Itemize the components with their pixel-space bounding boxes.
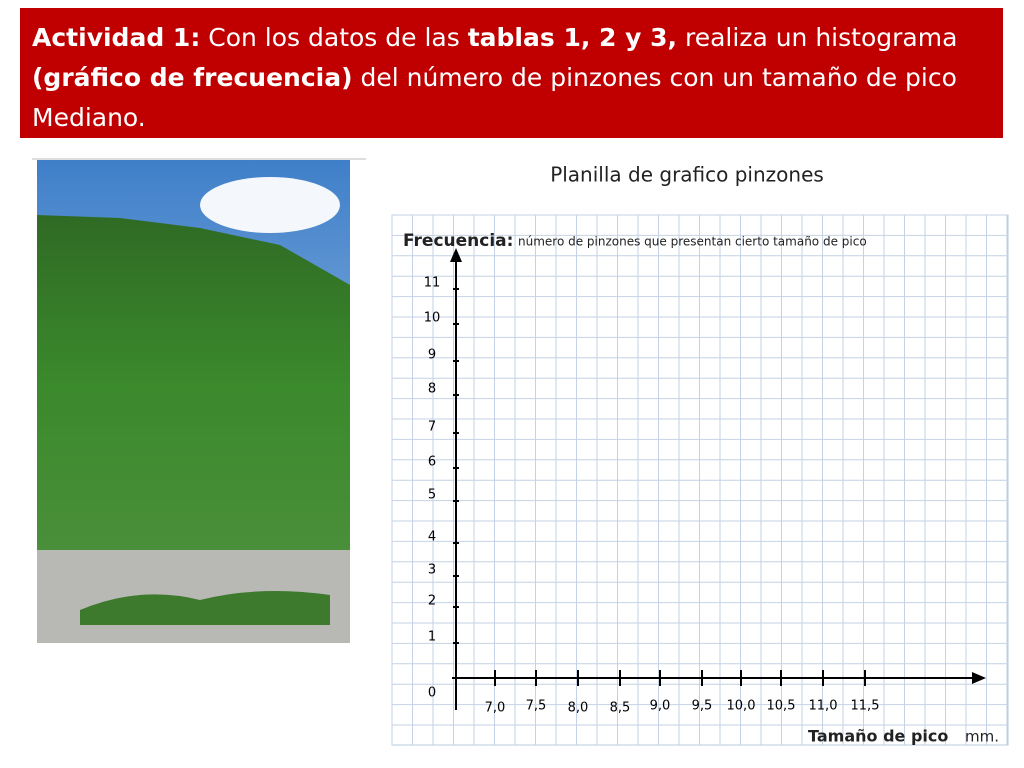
y-tick-label: 2 (428, 594, 436, 609)
x-tick-label: 11,5 (851, 699, 880, 714)
origin-label: 0 (428, 686, 436, 701)
y-desc: número de pinzones que presentan cierto … (518, 235, 867, 249)
x-unit: mm. (965, 728, 999, 746)
y-tick-label: 3 (428, 563, 436, 578)
x-tick-label: 9,0 (650, 699, 671, 714)
banner-text: (gráfico de frecuencia) (32, 63, 353, 92)
template-title: Planilla de grafico pinzones (550, 163, 824, 187)
x-arrow (972, 672, 986, 684)
x-label: Tamaño de pico (808, 727, 948, 746)
grid-paper (391, 214, 1009, 746)
x-tick-label: 7,5 (526, 699, 547, 714)
y-tick-label: 9 (428, 348, 436, 363)
y-tick-label: 8 (428, 382, 436, 397)
x-tick-label: 10,5 (767, 699, 796, 714)
y-label: Frecuencia: (403, 231, 513, 251)
y-tick-label: 5 (428, 488, 436, 503)
banner-text: Actividad 1: (32, 23, 201, 52)
y-tick-label: 1 (428, 630, 436, 645)
y-tick-label: 4 (428, 530, 436, 545)
y-tick-label: 6 (428, 455, 436, 470)
x-tick-label: 10,0 (727, 699, 756, 714)
banner-text: realiza un histograma (677, 23, 958, 52)
y-arrow (450, 248, 462, 262)
x-tick-label: 7,0 (485, 701, 506, 716)
banner: Actividad 1: Con los datos de las tablas… (20, 8, 1003, 138)
x-tick-label: 9,5 (692, 699, 713, 714)
banner-text: tablas 1, 2 y 3, (467, 23, 678, 52)
x-tick-label: 11,0 (809, 699, 838, 714)
x-tick-label: 8,5 (610, 701, 631, 716)
banner-text: del número de pinzones con un tamaño de … (32, 63, 957, 132)
y-tick-label: 7 (428, 420, 436, 435)
photo (32, 158, 366, 643)
y-tick-label: 11 (424, 276, 441, 291)
x-tick-label: 8,0 (568, 701, 589, 716)
banner-text: Con los datos de las (200, 23, 468, 52)
y-tick-label: 10 (424, 311, 441, 326)
